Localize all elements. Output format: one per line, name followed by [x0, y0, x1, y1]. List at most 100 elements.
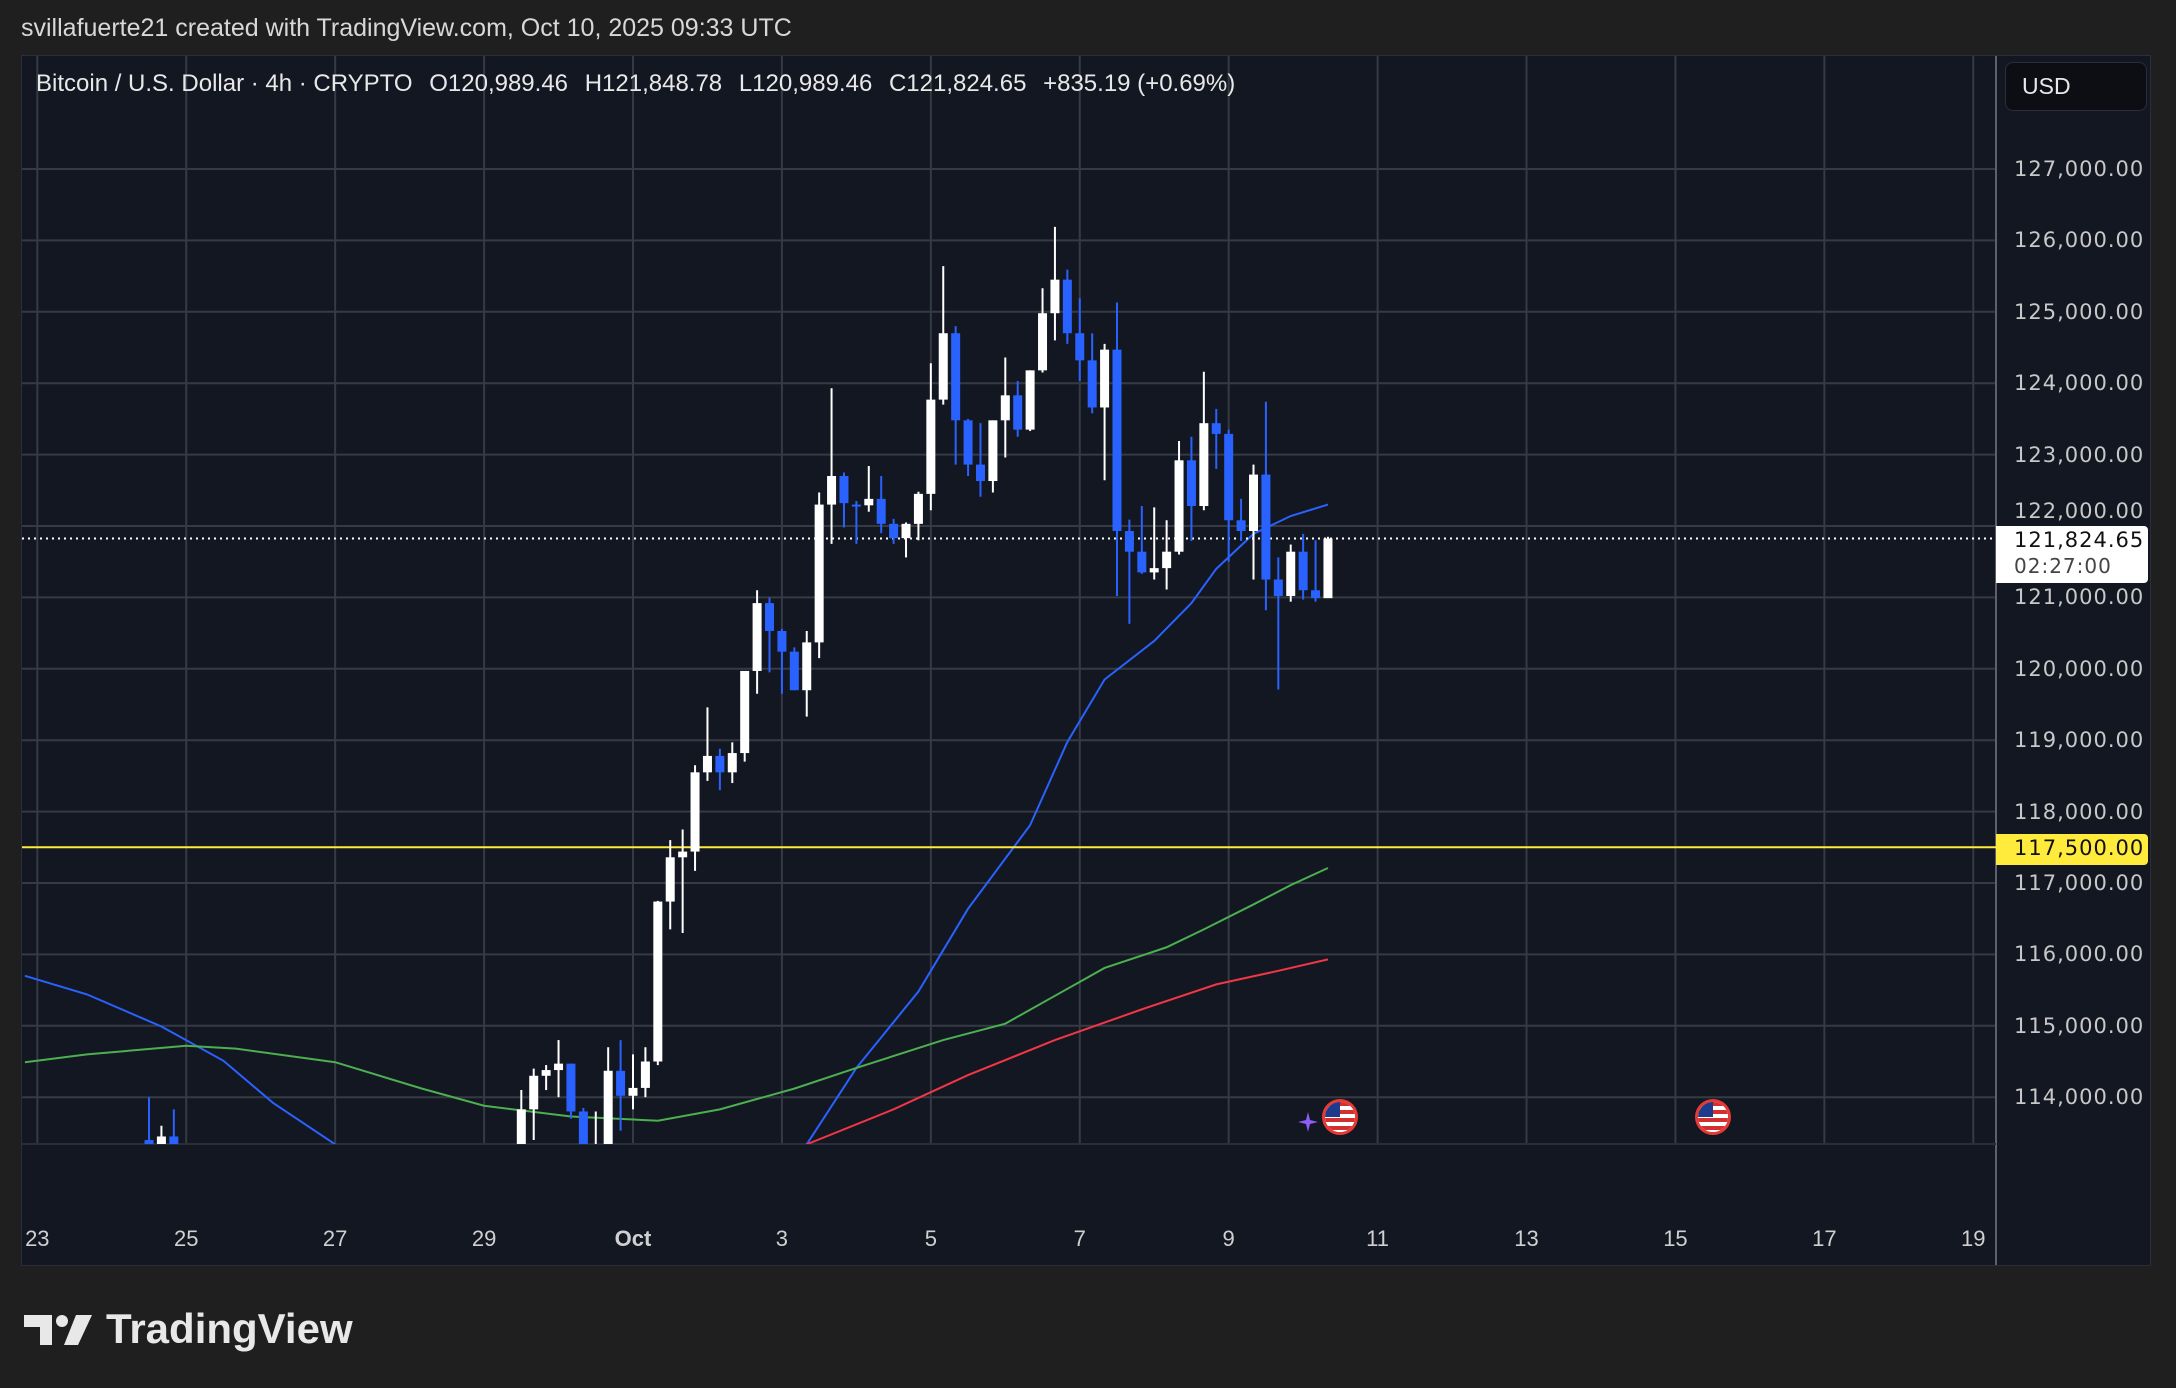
candle-down	[1311, 540, 1321, 602]
candle-down	[616, 1040, 626, 1131]
tradingview-logo-icon	[24, 1315, 92, 1345]
candle-up	[591, 1111, 600, 1154]
flag-canton	[1325, 1102, 1341, 1117]
tradingview-wordmark: TradingView	[106, 1305, 353, 1352]
candle-down	[963, 418, 973, 477]
tradingview-logo: TradingView	[24, 1305, 353, 1353]
candle-body	[889, 523, 899, 539]
candle-body	[963, 420, 973, 465]
candle-down	[1211, 408, 1221, 469]
candle-body	[1199, 423, 1209, 507]
candle-body	[591, 1147, 600, 1154]
candle-body	[566, 1063, 576, 1112]
candle-body	[1323, 538, 1333, 599]
level-price-label	[1996, 834, 2148, 865]
candle-down	[765, 597, 775, 673]
candle-down	[851, 501, 861, 544]
candle-up	[740, 670, 750, 762]
candle-body	[851, 504, 861, 507]
candle-body	[690, 772, 700, 852]
grid-lines	[22, 56, 1996, 1144]
candle-up	[938, 266, 948, 405]
candle-down	[777, 628, 787, 694]
candle-body	[1286, 551, 1296, 596]
candle-down	[1261, 401, 1271, 611]
candle-up	[827, 388, 837, 544]
candle-body	[516, 1109, 526, 1144]
candle-up	[1162, 520, 1172, 590]
candle-down	[1124, 519, 1134, 624]
candle-body	[752, 603, 762, 671]
candle-body	[901, 523, 911, 539]
time-tick-label: 17	[1812, 1226, 1837, 1251]
moving-average-line	[24, 867, 1329, 1122]
candle-down	[789, 647, 799, 691]
candle-body	[529, 1075, 539, 1110]
candle-body	[789, 651, 799, 691]
candle-body	[1311, 590, 1321, 599]
candle-body	[975, 464, 985, 482]
candle-down	[1236, 498, 1246, 541]
candle-body	[951, 333, 961, 421]
currency-button[interactable]: USD	[2005, 62, 2147, 111]
candles	[144, 226, 1333, 1154]
chart-watermark: svillafuerte21 created with TradingView.…	[21, 14, 792, 42]
candle-up	[665, 840, 675, 930]
candle-body	[938, 333, 948, 400]
candle-up	[814, 492, 824, 659]
candle-down	[1186, 436, 1196, 541]
candle-body	[740, 670, 750, 754]
price-tick-label: 124,000.00	[2014, 371, 2145, 396]
candle-body	[876, 498, 886, 524]
candle-down	[566, 1063, 576, 1119]
candle-body	[578, 1111, 588, 1144]
candle-down	[1062, 269, 1072, 344]
candle-up	[1249, 464, 1258, 580]
candle-body	[1162, 551, 1172, 569]
candle-body	[640, 1061, 650, 1088]
candle-up	[1149, 507, 1159, 580]
price-tick-label: 117,000.00	[2014, 871, 2145, 895]
candle-up	[752, 590, 762, 694]
candle-up	[1286, 544, 1296, 602]
candle-body	[1273, 579, 1283, 596]
time-tick-label: 25	[173, 1226, 199, 1251]
price-tick-label: 125,000.00	[2014, 299, 2145, 324]
candle-up	[864, 466, 874, 512]
candle-body	[988, 420, 998, 482]
candle-body	[1000, 395, 1010, 421]
symbol-name[interactable]: Bitcoin / U.S. Dollar · 4h · CRYPTO	[36, 70, 413, 97]
time-tick-label: 19	[1961, 1226, 1986, 1251]
candle-body	[1075, 333, 1085, 361]
moving-averages	[24, 503, 1329, 1144]
candle-body	[802, 642, 812, 691]
us-flag-icon[interactable]	[1322, 1099, 1359, 1135]
candle-body	[1211, 423, 1221, 434]
candle-body	[1087, 360, 1097, 408]
price-tick-label: 123,000.00	[2014, 442, 2145, 467]
time-tick-label: 23	[25, 1226, 50, 1251]
candle-up	[1199, 371, 1209, 511]
candle-down	[144, 1097, 154, 1144]
candle-body	[926, 399, 936, 494]
candle-up	[727, 742, 737, 784]
us-flag-icon[interactable]	[1694, 1099, 1731, 1135]
candle-up	[516, 1090, 526, 1144]
candle-up	[1000, 357, 1010, 458]
candle-body	[864, 498, 874, 506]
candle-body	[678, 851, 688, 858]
current-price-value: 121,824.65	[2014, 528, 2145, 552]
candle-up	[901, 522, 911, 558]
price-tick-label: 121,000.00	[2014, 585, 2145, 610]
time-tick-label: 29	[471, 1226, 497, 1251]
candle-up	[628, 1054, 638, 1110]
candle-body	[1137, 551, 1147, 573]
candle-up	[678, 829, 688, 933]
candle-body	[1025, 370, 1035, 430]
candle-up	[926, 363, 936, 511]
candle-up	[988, 420, 998, 493]
candle-body	[1112, 349, 1122, 531]
sparkle-icon[interactable]	[1296, 1110, 1320, 1134]
candle-up	[554, 1040, 564, 1098]
